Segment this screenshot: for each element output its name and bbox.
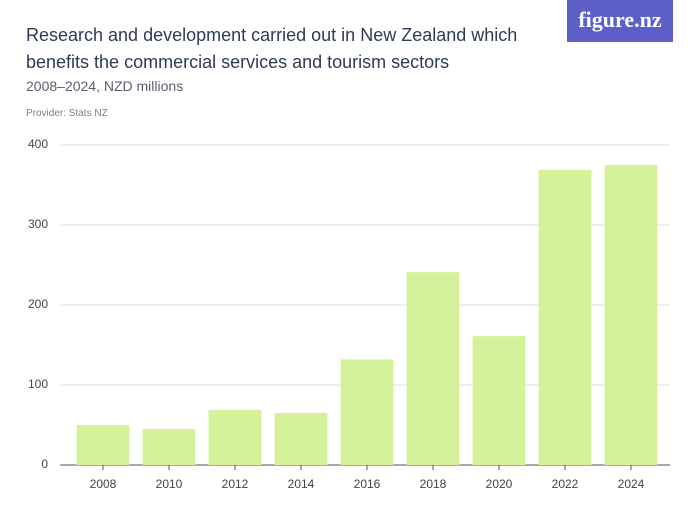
x-tick-label: 2012 — [222, 477, 249, 491]
chart-subtitle: 2008–2024, NZD millions — [26, 78, 184, 94]
x-tick-label: 2008 — [90, 477, 117, 491]
bar — [538, 169, 592, 466]
x-tick-label: 2022 — [552, 477, 579, 491]
y-tick-label: 100 — [28, 377, 48, 391]
provider-note: Provider: Stats NZ — [26, 108, 108, 119]
bar — [340, 359, 394, 465]
y-tick-label: 0 — [41, 457, 48, 471]
bar — [76, 425, 130, 465]
x-tick-label: 2020 — [486, 477, 513, 491]
x-tick-label: 2016 — [354, 477, 381, 491]
bar — [142, 429, 196, 465]
chart-title: Research and development carried out in … — [26, 25, 518, 72]
bar — [604, 165, 658, 465]
x-tick-label: 2024 — [618, 477, 645, 491]
x-tick-label: 2014 — [288, 477, 315, 491]
x-tick-label: 2010 — [156, 477, 183, 491]
bar — [406, 272, 460, 465]
bar — [208, 409, 262, 465]
y-tick-label: 400 — [28, 137, 48, 151]
logo[interactable]: figure.nz — [567, 0, 673, 42]
y-tick-label: 200 — [28, 297, 48, 311]
bar — [472, 336, 526, 465]
y-tick-label: 300 — [28, 217, 48, 231]
x-tick-label: 2018 — [420, 477, 447, 491]
bar — [274, 413, 328, 465]
